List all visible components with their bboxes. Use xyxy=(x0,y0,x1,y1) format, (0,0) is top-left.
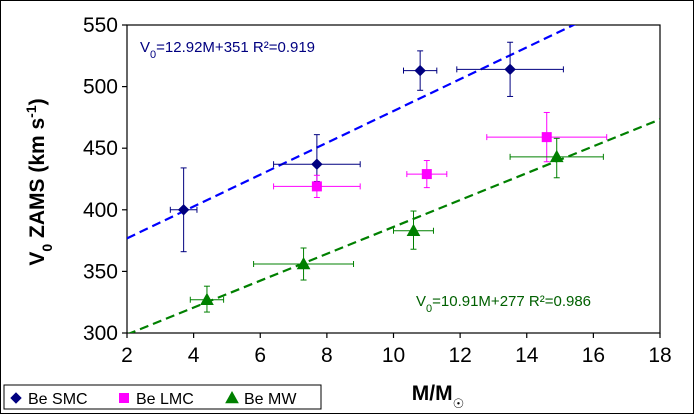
data-point xyxy=(169,167,198,253)
fit-equation-label-be-mw: V0=10.91M+277 R²=0.986 xyxy=(416,293,591,315)
data-point xyxy=(393,210,434,250)
x-tick-label: 4 xyxy=(188,344,200,367)
y-tick-label: 500 xyxy=(83,76,118,99)
legend-item-be-mw: Be MW xyxy=(225,390,297,408)
data-point xyxy=(253,247,355,281)
legend-item-be-smc: Be SMC xyxy=(10,391,88,408)
marker-diamond xyxy=(311,158,323,170)
data-point xyxy=(273,134,361,182)
legend-label: Be SMC xyxy=(28,391,88,408)
legend-marker-square xyxy=(119,393,129,403)
y-tick-label: 550 xyxy=(83,14,118,37)
data-point xyxy=(406,160,448,189)
series-be-lmc xyxy=(273,111,608,198)
legend-marker-diamond xyxy=(10,392,22,404)
marker-triangle xyxy=(296,256,311,270)
marker-square xyxy=(541,132,552,143)
fit-line-be-smc xyxy=(127,25,577,240)
marker-triangle xyxy=(200,292,214,306)
series-be-mw xyxy=(189,137,604,313)
marker-square xyxy=(421,169,432,180)
y-axis-title: V0 ZAMS (km s-1) xyxy=(23,98,55,265)
marker-triangle xyxy=(549,149,564,163)
legend: Be SMC Be LMC Be MW xyxy=(3,384,322,410)
data-point xyxy=(273,174,361,198)
x-tick-label: 14 xyxy=(515,344,539,367)
y-tick-label: 400 xyxy=(83,199,118,222)
data-point xyxy=(456,41,564,97)
fit-equation-label-be-smc: V0=12.92M+351 R²=0.919 xyxy=(140,39,315,61)
data-point xyxy=(509,137,604,179)
marker-triangle xyxy=(406,223,421,237)
legend-item-be-lmc: Be LMC xyxy=(119,391,194,408)
x-tick-label: 6 xyxy=(254,344,266,367)
legend-marker-triangle xyxy=(225,390,239,404)
x-tick-label: 12 xyxy=(448,344,471,367)
marker-diamond xyxy=(504,63,516,76)
legend-box xyxy=(3,384,322,410)
x-tick-label: 2 xyxy=(121,344,133,367)
data-point xyxy=(486,111,608,163)
x-tick-label: 8 xyxy=(321,344,333,367)
legend-label: Be MW xyxy=(244,391,297,408)
marker-diamond xyxy=(414,64,426,77)
marker-diamond xyxy=(177,204,190,216)
series-be-smc xyxy=(169,41,564,253)
data-point xyxy=(402,50,438,91)
fit-line-be-mw xyxy=(127,118,660,333)
x-tick-label: 10 xyxy=(382,344,405,367)
x-axis-title: M/M☉ xyxy=(412,382,464,411)
x-tick-label: 16 xyxy=(582,344,605,367)
fit-lines xyxy=(127,25,660,333)
y-tick-label: 300 xyxy=(83,322,118,345)
y-tick-label: 450 xyxy=(83,137,118,160)
legend-label: Be LMC xyxy=(136,391,194,408)
marker-square xyxy=(311,181,322,192)
data-point xyxy=(189,285,225,313)
y-tick-label: 350 xyxy=(83,260,118,283)
x-tick-label: 18 xyxy=(648,344,671,367)
